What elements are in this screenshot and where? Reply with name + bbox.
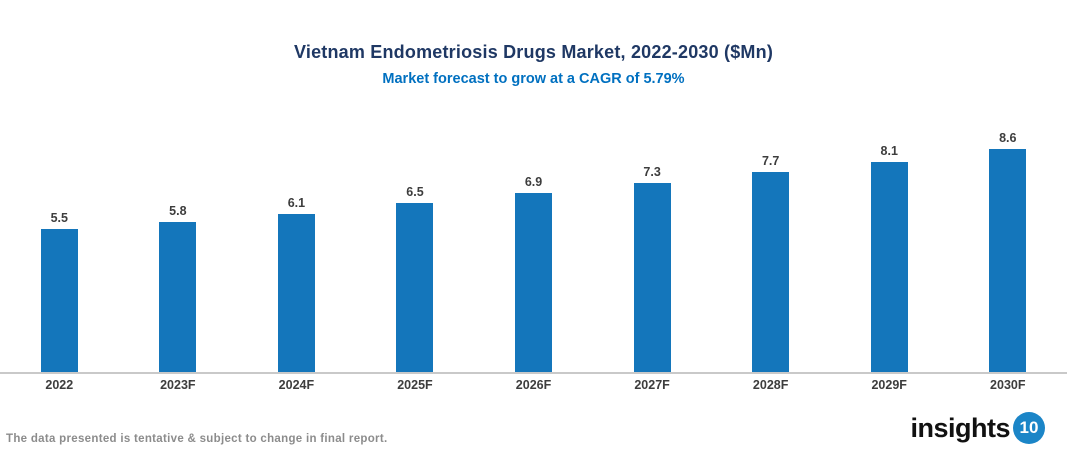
- bar-column: 6.5: [356, 185, 475, 372]
- bar: [870, 162, 908, 372]
- x-axis-label: 2025F: [397, 378, 433, 392]
- bar: [277, 214, 315, 372]
- chart-subtitle: Market forecast to grow at a CAGR of 5.7…: [382, 71, 685, 87]
- bar: [752, 172, 790, 372]
- bar-value-label: 7.3: [643, 165, 661, 179]
- x-axis-label: 2029F: [871, 378, 907, 392]
- x-axis-label: 2024F: [278, 378, 315, 392]
- bar: [40, 229, 78, 372]
- bar: [989, 149, 1027, 372]
- chart-title: Vietnam Endometriosis Drugs Market, 2022…: [293, 42, 774, 62]
- bar-value-label: 6.5: [406, 185, 424, 199]
- bar-column: 5.8: [119, 204, 238, 372]
- x-axis-label: 2022: [45, 378, 74, 392]
- bar: [633, 183, 671, 372]
- x-axis-label: 2030F: [990, 378, 1026, 392]
- bar: [515, 193, 553, 372]
- bar: [159, 222, 197, 372]
- bar-column: 7.3: [593, 165, 712, 372]
- x-axis-label: 2023F: [160, 378, 196, 392]
- bar-column: 6.9: [474, 175, 593, 372]
- bar-value-label: 6.9: [524, 175, 543, 189]
- bar-value-label: 5.8: [169, 204, 187, 218]
- bar-value-label: 5.5: [50, 211, 68, 225]
- bar-column: 6.1: [237, 196, 356, 372]
- bar-value-label: 7.7: [761, 154, 780, 168]
- bar-column: 7.7: [711, 154, 830, 372]
- x-axis-label: 2026F: [515, 378, 552, 392]
- x-axis-label: 2027F: [634, 378, 670, 392]
- bar-value-label: 8.1: [880, 144, 898, 158]
- x-axis-labels: 2022 2023F 2024F 2025F 2026F 2027F 2028F 2029F 2…: [0, 378, 1067, 392]
- bar-value-label: 8.6: [999, 131, 1017, 145]
- x-axis-label: 2028F: [752, 378, 789, 392]
- logo-badge-10: 10: [1013, 412, 1045, 444]
- bar: [396, 203, 434, 372]
- disclaimer-note: The data presented is tentative & subjec…: [6, 433, 388, 445]
- insights10-logo: insights 10: [910, 412, 1045, 444]
- x-axis-line: [0, 372, 1067, 374]
- logo-wordmark: insights: [910, 412, 1010, 443]
- bar-column: 8.6: [949, 131, 1067, 372]
- bar-column: 5.5: [0, 211, 119, 372]
- bar-column: 8.1: [830, 144, 949, 372]
- bar-chart-plot-area: 5.5 5.8 6.1 6.5 6.9 7.3 7.7 8.1 8.6: [0, 112, 1067, 372]
- bar-value-label: 6.1: [287, 196, 306, 210]
